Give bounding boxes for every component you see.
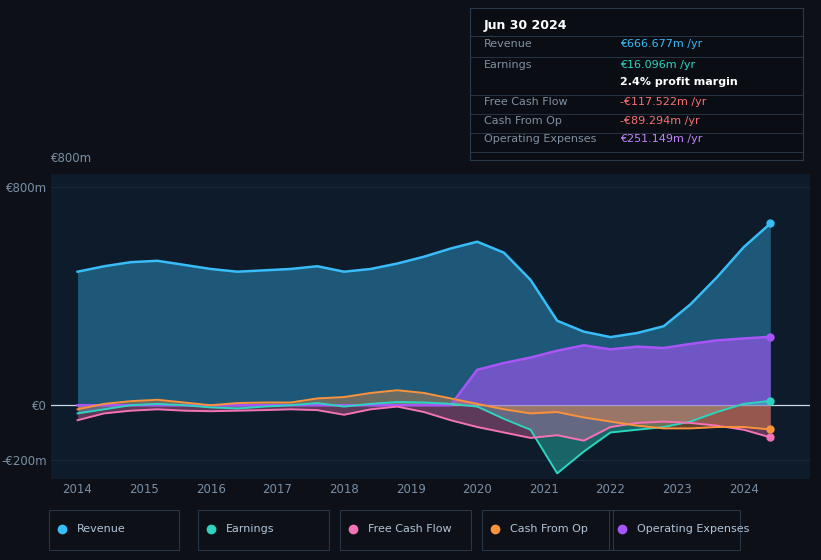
Text: Revenue: Revenue [77, 524, 126, 534]
Text: Revenue: Revenue [484, 39, 533, 49]
Text: -€117.522m /yr: -€117.522m /yr [620, 97, 706, 106]
Text: €800m: €800m [51, 152, 92, 165]
Text: Free Cash Flow: Free Cash Flow [369, 524, 452, 534]
Text: -€89.294m /yr: -€89.294m /yr [620, 115, 699, 125]
Text: €251.149m /yr: €251.149m /yr [620, 134, 703, 144]
Text: Earnings: Earnings [484, 59, 532, 69]
Text: Operating Expenses: Operating Expenses [637, 524, 750, 534]
Text: Cash From Op: Cash From Op [484, 115, 562, 125]
Text: Cash From Op: Cash From Op [510, 524, 588, 534]
Text: €16.096m /yr: €16.096m /yr [620, 59, 695, 69]
Text: Jun 30 2024: Jun 30 2024 [484, 19, 567, 32]
Text: 2.4% profit margin: 2.4% profit margin [620, 77, 738, 87]
Text: Free Cash Flow: Free Cash Flow [484, 97, 567, 106]
Text: Operating Expenses: Operating Expenses [484, 134, 596, 144]
Text: €666.677m /yr: €666.677m /yr [620, 39, 702, 49]
Text: Earnings: Earnings [227, 524, 275, 534]
